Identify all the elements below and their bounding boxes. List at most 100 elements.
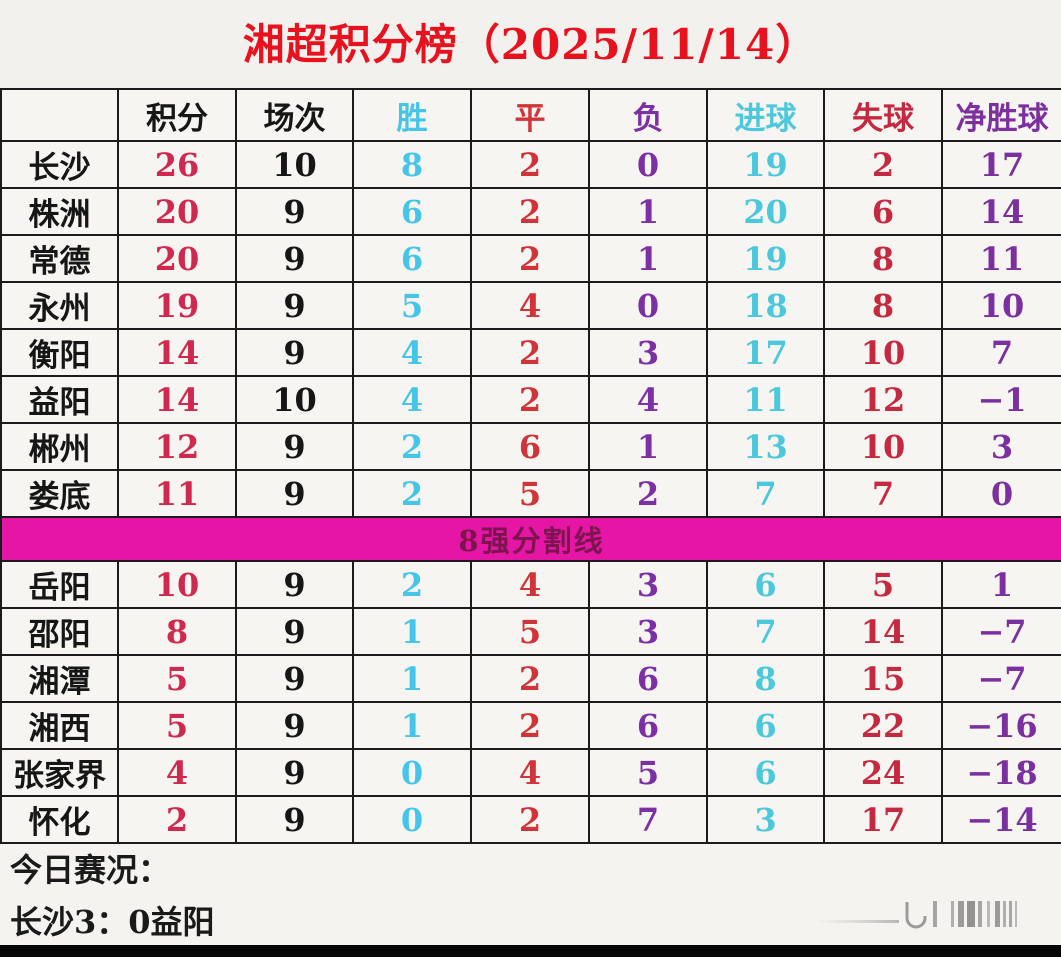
cell-ga: 10 [823, 422, 943, 471]
cell-wins: 1 [352, 654, 472, 703]
table-row: 邵阳 8 9 1 5 3 7 14 −7 [0, 607, 1061, 656]
team-name: 衡阳 [0, 328, 119, 377]
cell-draws: 2 [470, 795, 590, 844]
standings-table: 积分 场次胜平负进球 失球 净胜球 长沙 26 10 8 2 0 19 2 17 株洲 20 9 6 2 1 20 6… [0, 88, 1061, 844]
team-name: 张家界 [0, 748, 119, 797]
cell-wins: 6 [352, 187, 472, 236]
cell-draws: 4 [470, 281, 590, 330]
table-row: 衡阳 14 9 4 2 3 17 10 7 [0, 328, 1061, 377]
table-row: 怀化 2 9 0 2 7 3 17 −14 [0, 795, 1061, 844]
cell-wins: 6 [352, 234, 472, 283]
cell-points: 19 [117, 281, 237, 330]
column-header-gf: 进球 [706, 88, 825, 142]
cell-losses: 6 [588, 654, 708, 703]
cell-wins: 1 [352, 701, 472, 750]
cell-ga: 17 [823, 795, 943, 844]
cell-matches: 9 [235, 560, 354, 609]
cell-matches: 9 [235, 795, 354, 844]
column-header-team [0, 88, 119, 142]
table-row: 长沙 26 10 8 2 0 19 2 17 [0, 140, 1061, 189]
cell-matches: 9 [235, 422, 354, 471]
cell-gd: 1 [941, 560, 1061, 609]
cell-gd: −16 [941, 701, 1061, 750]
cell-matches: 10 [235, 140, 354, 189]
top8-divider-row: 8强分割线 [0, 516, 1061, 562]
header-row: 积分 场次胜平负进球 失球 净胜球 [0, 88, 1061, 142]
cell-losses: 4 [588, 375, 708, 424]
top8-divider-label: 8强分割线 [0, 516, 1061, 562]
cell-ga: 24 [823, 748, 943, 797]
cell-ga: 8 [823, 234, 943, 283]
cell-losses: 0 [588, 140, 708, 189]
cell-draws: 2 [470, 187, 590, 236]
cell-gd: 17 [941, 140, 1061, 189]
cell-points: 4 [117, 748, 237, 797]
cell-ga: 8 [823, 281, 943, 330]
cell-gf: 20 [706, 187, 825, 236]
cell-gf: 6 [706, 748, 825, 797]
cell-gd: 10 [941, 281, 1061, 330]
cell-losses: 3 [588, 560, 708, 609]
cell-wins: 8 [352, 140, 472, 189]
page-title: 湘超积分榜（2025/11/14） [242, 20, 819, 69]
cell-matches: 9 [235, 701, 354, 750]
table-row: 益阳 14 10 4 2 4 11 12 −1 [0, 375, 1061, 424]
cell-points: 5 [117, 654, 237, 703]
cell-gf: 8 [706, 654, 825, 703]
cell-ga: 14 [823, 607, 943, 656]
cell-wins: 0 [352, 748, 472, 797]
cell-losses: 0 [588, 281, 708, 330]
team-name: 邵阳 [0, 607, 119, 656]
cell-losses: 1 [588, 234, 708, 283]
table-row: 株洲 20 9 6 2 1 20 6 14 [0, 187, 1061, 236]
cell-wins: 2 [352, 422, 472, 471]
cell-points: 2 [117, 795, 237, 844]
cell-losses: 1 [588, 422, 708, 471]
table-row: 湘潭 5 9 1 2 6 8 15 −7 [0, 654, 1061, 703]
cell-wins: 2 [352, 560, 472, 609]
cell-points: 20 [117, 187, 237, 236]
cell-gd: −1 [941, 375, 1061, 424]
table-row: 张家界 4 9 0 4 5 6 24 −18 [0, 748, 1061, 797]
cell-wins: 0 [352, 795, 472, 844]
cell-matches: 9 [235, 187, 354, 236]
cell-matches: 9 [235, 748, 354, 797]
cell-draws: 2 [470, 375, 590, 424]
cell-ga: 7 [823, 469, 943, 518]
footer-section: 今日赛况： 长沙3：0益阳 [0, 844, 1061, 948]
team-name: 怀化 [0, 795, 119, 844]
cell-draws: 4 [470, 748, 590, 797]
team-name: 郴州 [0, 422, 119, 471]
team-name: 湘西 [0, 701, 119, 750]
cell-losses: 5 [588, 748, 708, 797]
cell-ga: 15 [823, 654, 943, 703]
cell-draws: 2 [470, 654, 590, 703]
cell-ga: 5 [823, 560, 943, 609]
cell-gd: 3 [941, 422, 1061, 471]
cell-losses: 3 [588, 607, 708, 656]
today-status-label: 今日赛况： [10, 851, 171, 889]
table-row: 娄底 11 9 2 5 2 7 7 0 [0, 469, 1061, 518]
cell-wins: 5 [352, 281, 472, 330]
cell-draws: 4 [470, 560, 590, 609]
top8-rows: 长沙 26 10 8 2 0 19 2 17 株洲 20 9 6 2 1 20 6 14 常德 20 9 6 2 1 19 8 11… [0, 140, 1061, 518]
cell-points: 26 [117, 140, 237, 189]
cell-gd: −7 [941, 654, 1061, 703]
cell-gd: −18 [941, 748, 1061, 797]
cell-draws: 2 [470, 701, 590, 750]
column-header-draws: 平 [470, 88, 590, 142]
cell-matches: 9 [235, 281, 354, 330]
column-header-wins: 胜 [352, 88, 472, 142]
cell-losses: 7 [588, 795, 708, 844]
cell-gd: 11 [941, 234, 1061, 283]
cell-points: 10 [117, 560, 237, 609]
cell-points: 5 [117, 701, 237, 750]
cell-matches: 9 [235, 654, 354, 703]
cell-ga: 6 [823, 187, 943, 236]
team-name: 常德 [0, 234, 119, 283]
table-row: 岳阳 10 9 2 4 3 6 5 1 [0, 560, 1061, 609]
signature-watermark [813, 901, 1017, 929]
cell-points: 11 [117, 469, 237, 518]
cell-gf: 7 [706, 607, 825, 656]
